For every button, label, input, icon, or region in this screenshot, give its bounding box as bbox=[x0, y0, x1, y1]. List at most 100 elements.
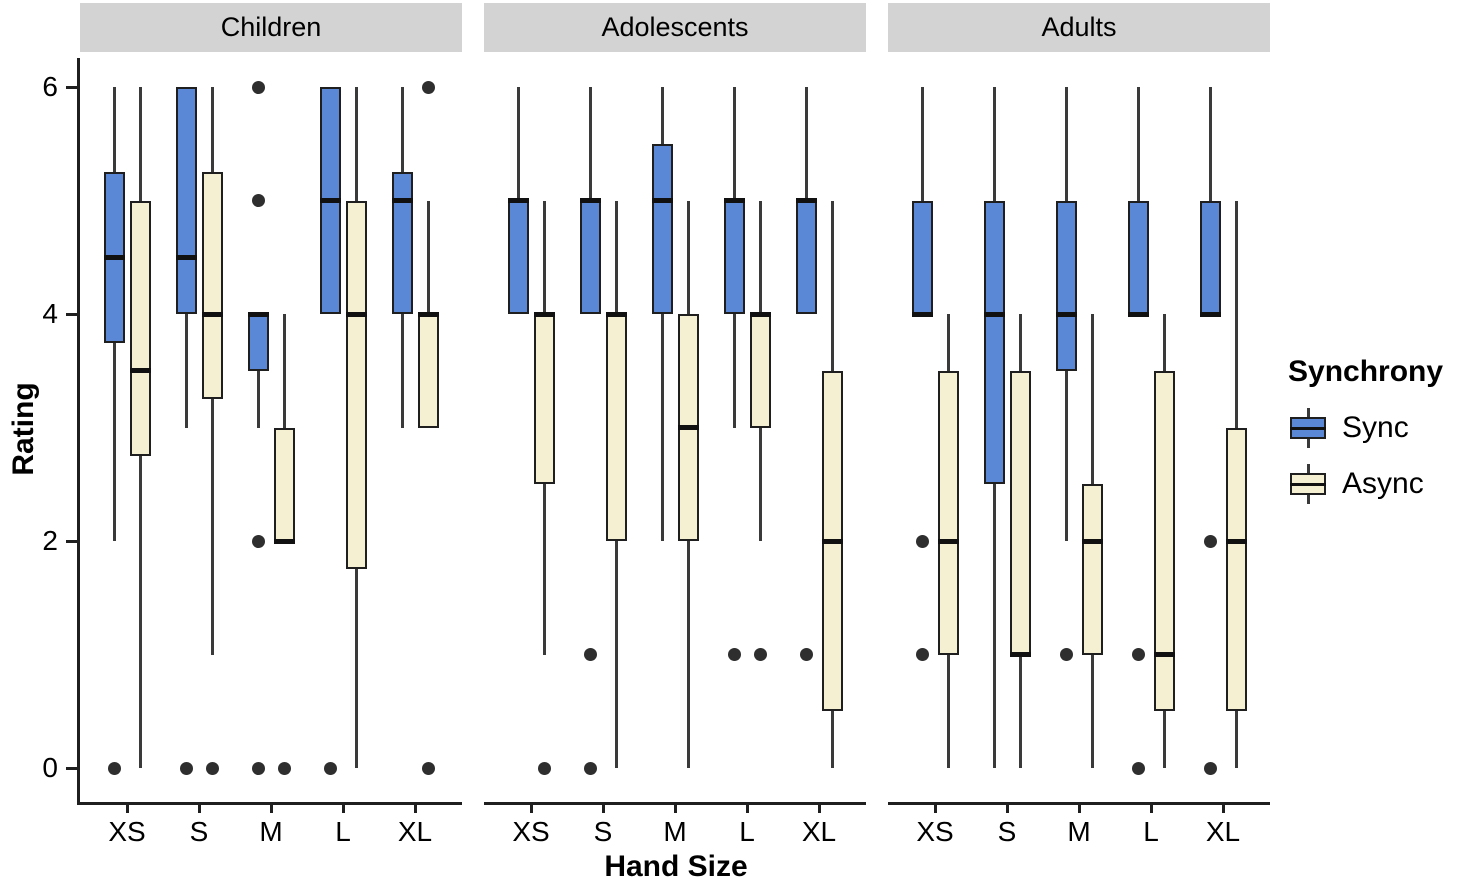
whisker-upper-adults-l-sync bbox=[1136, 87, 1140, 201]
x-axis-line bbox=[484, 802, 866, 805]
whisker-upper-adults-xl-sync bbox=[1208, 87, 1212, 201]
median-adults-xs-async bbox=[937, 538, 959, 544]
outlier-children-m-sync-0 bbox=[251, 761, 265, 775]
x-axis-tick bbox=[673, 805, 677, 813]
outlier-children-m-async-0 bbox=[277, 761, 291, 775]
x-axis-tick-label: XS bbox=[512, 816, 550, 847]
x-axis-tick bbox=[529, 805, 533, 813]
whisker-lower-children-m-sync bbox=[256, 370, 260, 428]
outlier-children-xs-sync-0 bbox=[107, 761, 121, 775]
median-adults-m-async bbox=[1081, 538, 1103, 544]
x-axis-tick-label: L bbox=[335, 816, 351, 847]
median-adolescents-l-sync bbox=[723, 198, 745, 204]
x-axis-tick-label: L bbox=[739, 816, 755, 847]
whisker-upper-adolescents-s-async bbox=[614, 200, 618, 315]
outlier-adolescents-s-sync-1 bbox=[583, 648, 597, 662]
x-axis-tick bbox=[1005, 805, 1009, 813]
whisker-lower-adolescents-s-async bbox=[614, 541, 618, 768]
whisker-lower-adolescents-l-sync bbox=[732, 314, 736, 428]
median-adults-xl-sync bbox=[1199, 311, 1221, 317]
box-adolescents-l-sync bbox=[723, 200, 745, 315]
x-axis-tick bbox=[269, 805, 273, 813]
y-axis-tick bbox=[66, 85, 77, 89]
whisker-lower-children-xl-sync bbox=[400, 314, 404, 428]
whisker-upper-adults-xs-sync bbox=[920, 87, 924, 201]
x-axis-tick-label: M bbox=[663, 816, 687, 847]
legend-label-async: Async bbox=[1342, 467, 1424, 500]
box-adolescents-xs-sync bbox=[507, 200, 529, 315]
x-axis-tick bbox=[745, 805, 749, 813]
whisker-lower-adults-xl-async bbox=[1234, 711, 1238, 768]
whisker-lower-adults-m-sync bbox=[1064, 370, 1068, 542]
box-adolescents-s-async bbox=[605, 314, 627, 542]
x-axis-tick-label: XS bbox=[108, 816, 146, 847]
facet-strip-children: Children bbox=[80, 3, 462, 52]
legend-title: Synchrony bbox=[1288, 355, 1444, 388]
median-adults-s-sync bbox=[983, 311, 1005, 317]
median-adults-l-sync bbox=[1127, 311, 1149, 317]
box-children-xs-async bbox=[129, 200, 151, 456]
whisker-lower-children-xs-sync bbox=[112, 342, 116, 542]
outlier-adolescents-xl-sync-1 bbox=[799, 648, 813, 662]
median-adolescents-s-sync bbox=[579, 198, 601, 204]
box-adolescents-xs-async bbox=[533, 314, 555, 485]
y-axis-tick bbox=[66, 312, 77, 316]
median-adolescents-m-sync bbox=[651, 198, 673, 204]
x-axis-tick bbox=[125, 805, 129, 813]
x-axis-tick bbox=[1077, 805, 1081, 813]
outlier-children-m-sync-6 bbox=[251, 80, 265, 94]
whisker-lower-children-l-async bbox=[354, 569, 358, 768]
x-axis-tick-label: S bbox=[593, 816, 613, 847]
whisker-lower-adults-xs-async bbox=[946, 654, 950, 768]
sync-boxplot-icon bbox=[1288, 406, 1328, 450]
x-axis-tick bbox=[933, 805, 937, 813]
box-adults-l-async bbox=[1153, 370, 1175, 712]
async-boxplot-icon bbox=[1288, 462, 1328, 506]
box-children-m-async bbox=[273, 427, 295, 542]
box-adults-s-sync bbox=[983, 200, 1005, 485]
box-children-l-async bbox=[345, 200, 367, 570]
box-adults-s-async bbox=[1009, 370, 1031, 655]
whisker-upper-adolescents-xl-sync bbox=[804, 87, 808, 201]
y-axis-tick bbox=[66, 539, 77, 543]
facet-strip-adults: Adults bbox=[888, 3, 1270, 52]
whisker-upper-adults-s-sync bbox=[992, 87, 996, 201]
box-adults-xl-async bbox=[1225, 427, 1247, 712]
whisker-upper-adolescents-xs-async bbox=[542, 200, 546, 315]
x-axis-tick-label: XL bbox=[801, 816, 837, 847]
x-axis-tick bbox=[601, 805, 605, 813]
x-axis-tick-label: XL bbox=[1205, 816, 1241, 847]
x-axis-line bbox=[888, 802, 1270, 805]
whisker-lower-children-s-sync bbox=[184, 314, 188, 428]
box-children-s-async bbox=[201, 172, 223, 400]
median-adolescents-l-async bbox=[749, 311, 771, 317]
whisker-upper-children-m-async bbox=[282, 314, 286, 428]
median-adolescents-xs-sync bbox=[507, 198, 529, 204]
median-children-s-async bbox=[201, 311, 223, 317]
median-adults-m-sync bbox=[1055, 311, 1077, 317]
whisker-upper-adolescents-m-sync bbox=[660, 87, 664, 145]
legend: Synchrony Sync Async bbox=[1288, 355, 1468, 517]
x-axis-tick bbox=[1221, 805, 1225, 813]
x-axis-tick-label: M bbox=[1067, 816, 1091, 847]
y-axis-line bbox=[77, 58, 80, 805]
whisker-lower-adolescents-xs-async bbox=[542, 484, 546, 655]
median-adults-l-async bbox=[1153, 652, 1175, 658]
box-adolescents-s-sync bbox=[579, 200, 601, 315]
x-axis-tick-label: S bbox=[189, 816, 209, 847]
median-adults-xs-sync bbox=[911, 311, 933, 317]
median-children-xs-sync bbox=[103, 254, 125, 260]
box-adults-l-sync bbox=[1127, 200, 1149, 315]
whisker-lower-adults-m-async bbox=[1090, 654, 1094, 768]
y-axis-tick bbox=[66, 766, 77, 770]
y-axis-tick-label: 2 bbox=[42, 525, 58, 557]
box-adolescents-xl-sync bbox=[795, 200, 817, 315]
x-axis-tick-label: M bbox=[259, 816, 283, 847]
whisker-upper-adolescents-xs-sync bbox=[516, 87, 520, 201]
box-children-xl-async bbox=[417, 314, 439, 428]
box-children-s-sync bbox=[175, 87, 197, 315]
whisker-upper-children-xl-sync bbox=[400, 87, 404, 173]
whisker-lower-children-xs-async bbox=[138, 456, 142, 768]
whisker-upper-children-l-async bbox=[354, 87, 358, 201]
median-children-s-sync bbox=[175, 254, 197, 260]
